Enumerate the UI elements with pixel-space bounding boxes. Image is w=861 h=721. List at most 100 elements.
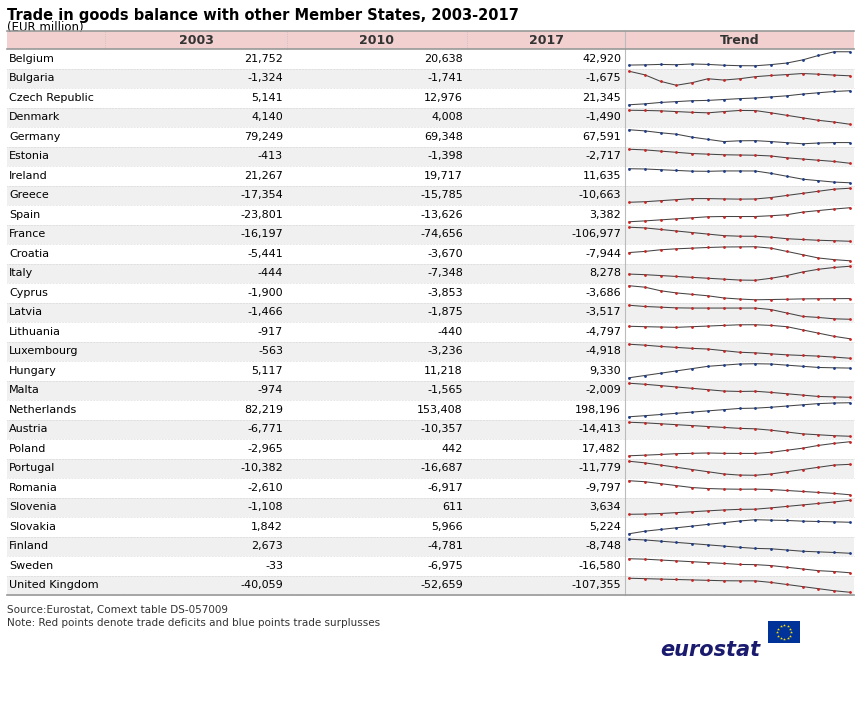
Point xyxy=(670,225,684,236)
Point xyxy=(780,466,794,477)
Point xyxy=(717,345,731,356)
Point xyxy=(623,508,636,520)
Point xyxy=(827,262,841,273)
Point xyxy=(765,192,778,203)
Point xyxy=(733,386,746,397)
Point xyxy=(765,210,778,221)
Point xyxy=(623,321,636,332)
Text: Hungary: Hungary xyxy=(9,366,57,376)
Point xyxy=(843,293,857,304)
Point xyxy=(623,553,636,565)
Text: -1,466: -1,466 xyxy=(247,307,283,317)
Text: Sweden: Sweden xyxy=(9,561,53,571)
Point xyxy=(765,543,778,554)
Point xyxy=(748,347,762,358)
Point xyxy=(748,135,762,146)
Text: 5,141: 5,141 xyxy=(251,93,283,103)
Text: -15,785: -15,785 xyxy=(420,190,463,200)
Point xyxy=(812,362,826,373)
Text: -8,748: -8,748 xyxy=(585,541,621,552)
Point xyxy=(670,270,684,282)
Point xyxy=(780,90,794,102)
Point xyxy=(701,149,715,160)
Point xyxy=(748,241,762,252)
Point xyxy=(765,446,778,458)
Point xyxy=(685,95,699,107)
Text: 79,249: 79,249 xyxy=(244,132,283,142)
Text: -413: -413 xyxy=(258,151,283,162)
Point xyxy=(653,105,667,117)
Point xyxy=(685,464,699,475)
Point xyxy=(812,565,826,576)
Point xyxy=(812,440,826,451)
Point xyxy=(748,358,762,369)
Point xyxy=(827,362,841,373)
Point xyxy=(780,444,794,456)
Point xyxy=(733,484,746,495)
Point xyxy=(623,99,636,110)
Point xyxy=(733,135,746,146)
Point xyxy=(653,127,667,138)
Point xyxy=(843,392,857,403)
Point xyxy=(780,68,794,80)
Bar xyxy=(7,400,854,420)
Point xyxy=(812,429,826,441)
Text: 3,634: 3,634 xyxy=(590,503,621,512)
Point xyxy=(653,285,667,296)
Point xyxy=(701,107,715,118)
Point xyxy=(748,71,762,82)
Point xyxy=(748,483,762,495)
Bar xyxy=(7,166,854,185)
Point xyxy=(670,106,684,118)
Point xyxy=(812,50,826,61)
Point xyxy=(733,541,746,553)
Point xyxy=(796,293,809,305)
Text: Malta: Malta xyxy=(9,385,40,395)
Point xyxy=(812,234,826,246)
Point xyxy=(780,293,794,305)
Text: -16,580: -16,580 xyxy=(579,561,621,571)
Bar xyxy=(768,621,800,643)
Point xyxy=(670,287,684,298)
Point xyxy=(812,311,826,323)
Text: 21,267: 21,267 xyxy=(245,171,283,181)
Point xyxy=(843,182,857,194)
Point xyxy=(780,562,794,573)
Text: -3,517: -3,517 xyxy=(585,307,621,317)
Point xyxy=(701,360,715,372)
Point xyxy=(827,331,841,342)
Point xyxy=(717,557,731,569)
Point xyxy=(796,138,809,149)
Text: -2,717: -2,717 xyxy=(585,151,621,162)
Point xyxy=(717,302,731,314)
Text: France: France xyxy=(9,229,46,239)
Point xyxy=(653,409,667,420)
Point xyxy=(638,98,652,110)
Text: -10,382: -10,382 xyxy=(240,464,283,473)
Point xyxy=(843,46,857,58)
Point xyxy=(623,450,636,461)
Point xyxy=(765,502,778,513)
Text: -74,656: -74,656 xyxy=(420,229,463,239)
Text: -1,875: -1,875 xyxy=(427,307,463,317)
Point xyxy=(812,137,826,149)
Text: Luxembourg: Luxembourg xyxy=(9,346,78,356)
Point xyxy=(638,410,652,422)
Point xyxy=(796,464,809,475)
Point xyxy=(796,360,809,372)
Point xyxy=(685,420,699,431)
Point xyxy=(780,57,794,68)
Point xyxy=(701,557,715,568)
Text: Estonia: Estonia xyxy=(9,151,50,162)
Point xyxy=(701,466,715,477)
Text: -2,610: -2,610 xyxy=(247,483,283,492)
Point xyxy=(701,405,715,417)
Text: Finland: Finland xyxy=(9,541,49,552)
Point xyxy=(733,503,746,515)
Point xyxy=(670,243,684,255)
Point xyxy=(827,293,841,304)
Text: -4,797: -4,797 xyxy=(585,327,621,337)
Point xyxy=(796,389,809,401)
Point xyxy=(638,281,652,293)
Point xyxy=(638,340,652,351)
